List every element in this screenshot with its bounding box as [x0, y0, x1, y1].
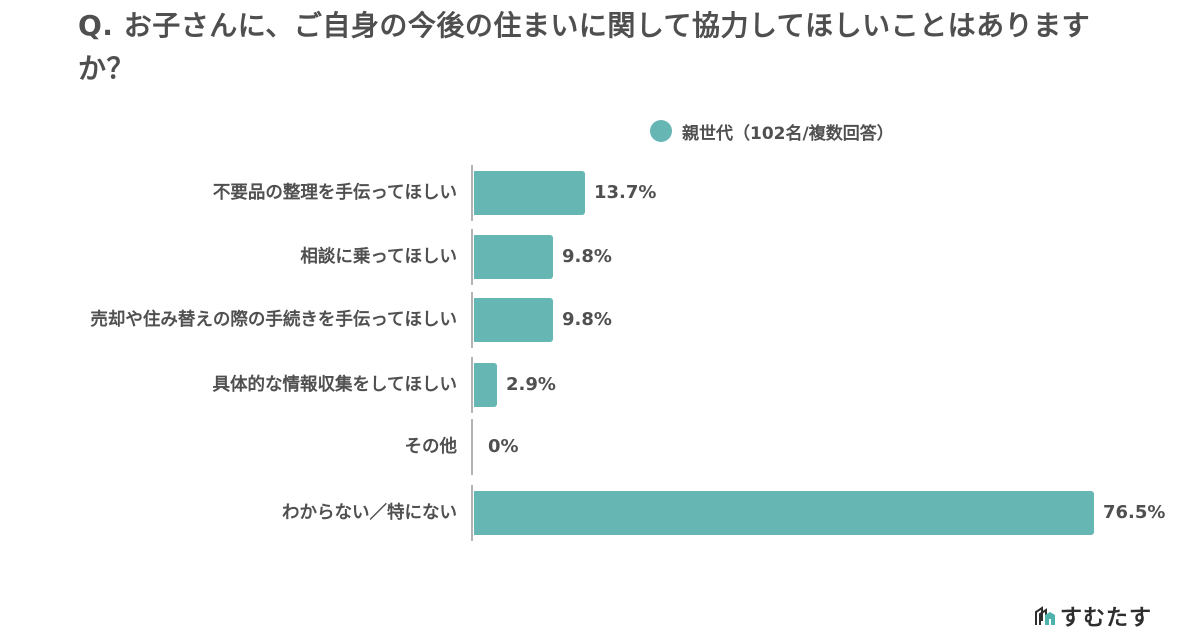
- axis-line: [471, 357, 473, 413]
- legend-swatch-icon: [650, 120, 672, 142]
- chart-row: わからない／特にない 76.5%: [0, 481, 1185, 545]
- category-label: 売却や住み替えの際の手続きを手伝ってほしい: [90, 310, 457, 330]
- chart-title: Q. お子さんに、ご自身の今後の住まいに関して協力してほしいことはありますか？: [78, 9, 1091, 85]
- legend: 親世代（102名/複数回答）: [650, 119, 894, 144]
- chart-row: その他 0%: [0, 415, 1185, 479]
- sumutasu-logo-icon: [1035, 606, 1055, 625]
- axis-line: [471, 165, 473, 221]
- chart-row: 相談に乗ってほしい 9.8%: [0, 225, 1185, 289]
- category-label: わからない／特にない: [282, 503, 457, 523]
- bar: [474, 235, 553, 279]
- axis-line: [471, 229, 473, 285]
- bar: [474, 171, 585, 215]
- bar: [474, 491, 1094, 535]
- axis-line: [471, 419, 473, 475]
- legend-label: 親世代（102名/複数回答）: [682, 123, 894, 144]
- axis-line: [471, 485, 473, 541]
- category-label: 相談に乗ってほしい: [300, 247, 457, 267]
- chart-row: 具体的な情報収集をしてほしい 2.9%: [0, 353, 1185, 417]
- value-label: 9.8%: [562, 246, 612, 267]
- category-label: 具体的な情報収集をしてほしい: [212, 375, 457, 395]
- bar: [474, 363, 497, 407]
- bar: [474, 298, 553, 342]
- value-label: 76.5%: [1103, 502, 1166, 523]
- category-label: その他: [404, 437, 458, 457]
- category-label: 不要品の整理を手伝ってほしい: [212, 183, 457, 203]
- value-label: 2.9%: [506, 374, 556, 395]
- value-label: 9.8%: [562, 309, 612, 330]
- brand-logo: すむたす: [1034, 600, 1152, 632]
- logo-text: すむたす: [1060, 606, 1153, 631]
- value-label: 0%: [488, 436, 519, 457]
- axis-line: [471, 292, 473, 348]
- chart-row: 不要品の整理を手伝ってほしい 13.7%: [0, 161, 1185, 225]
- value-label: 13.7%: [594, 182, 657, 203]
- chart-row: 売却や住み替えの際の手続きを手伝ってほしい 9.8%: [0, 288, 1185, 352]
